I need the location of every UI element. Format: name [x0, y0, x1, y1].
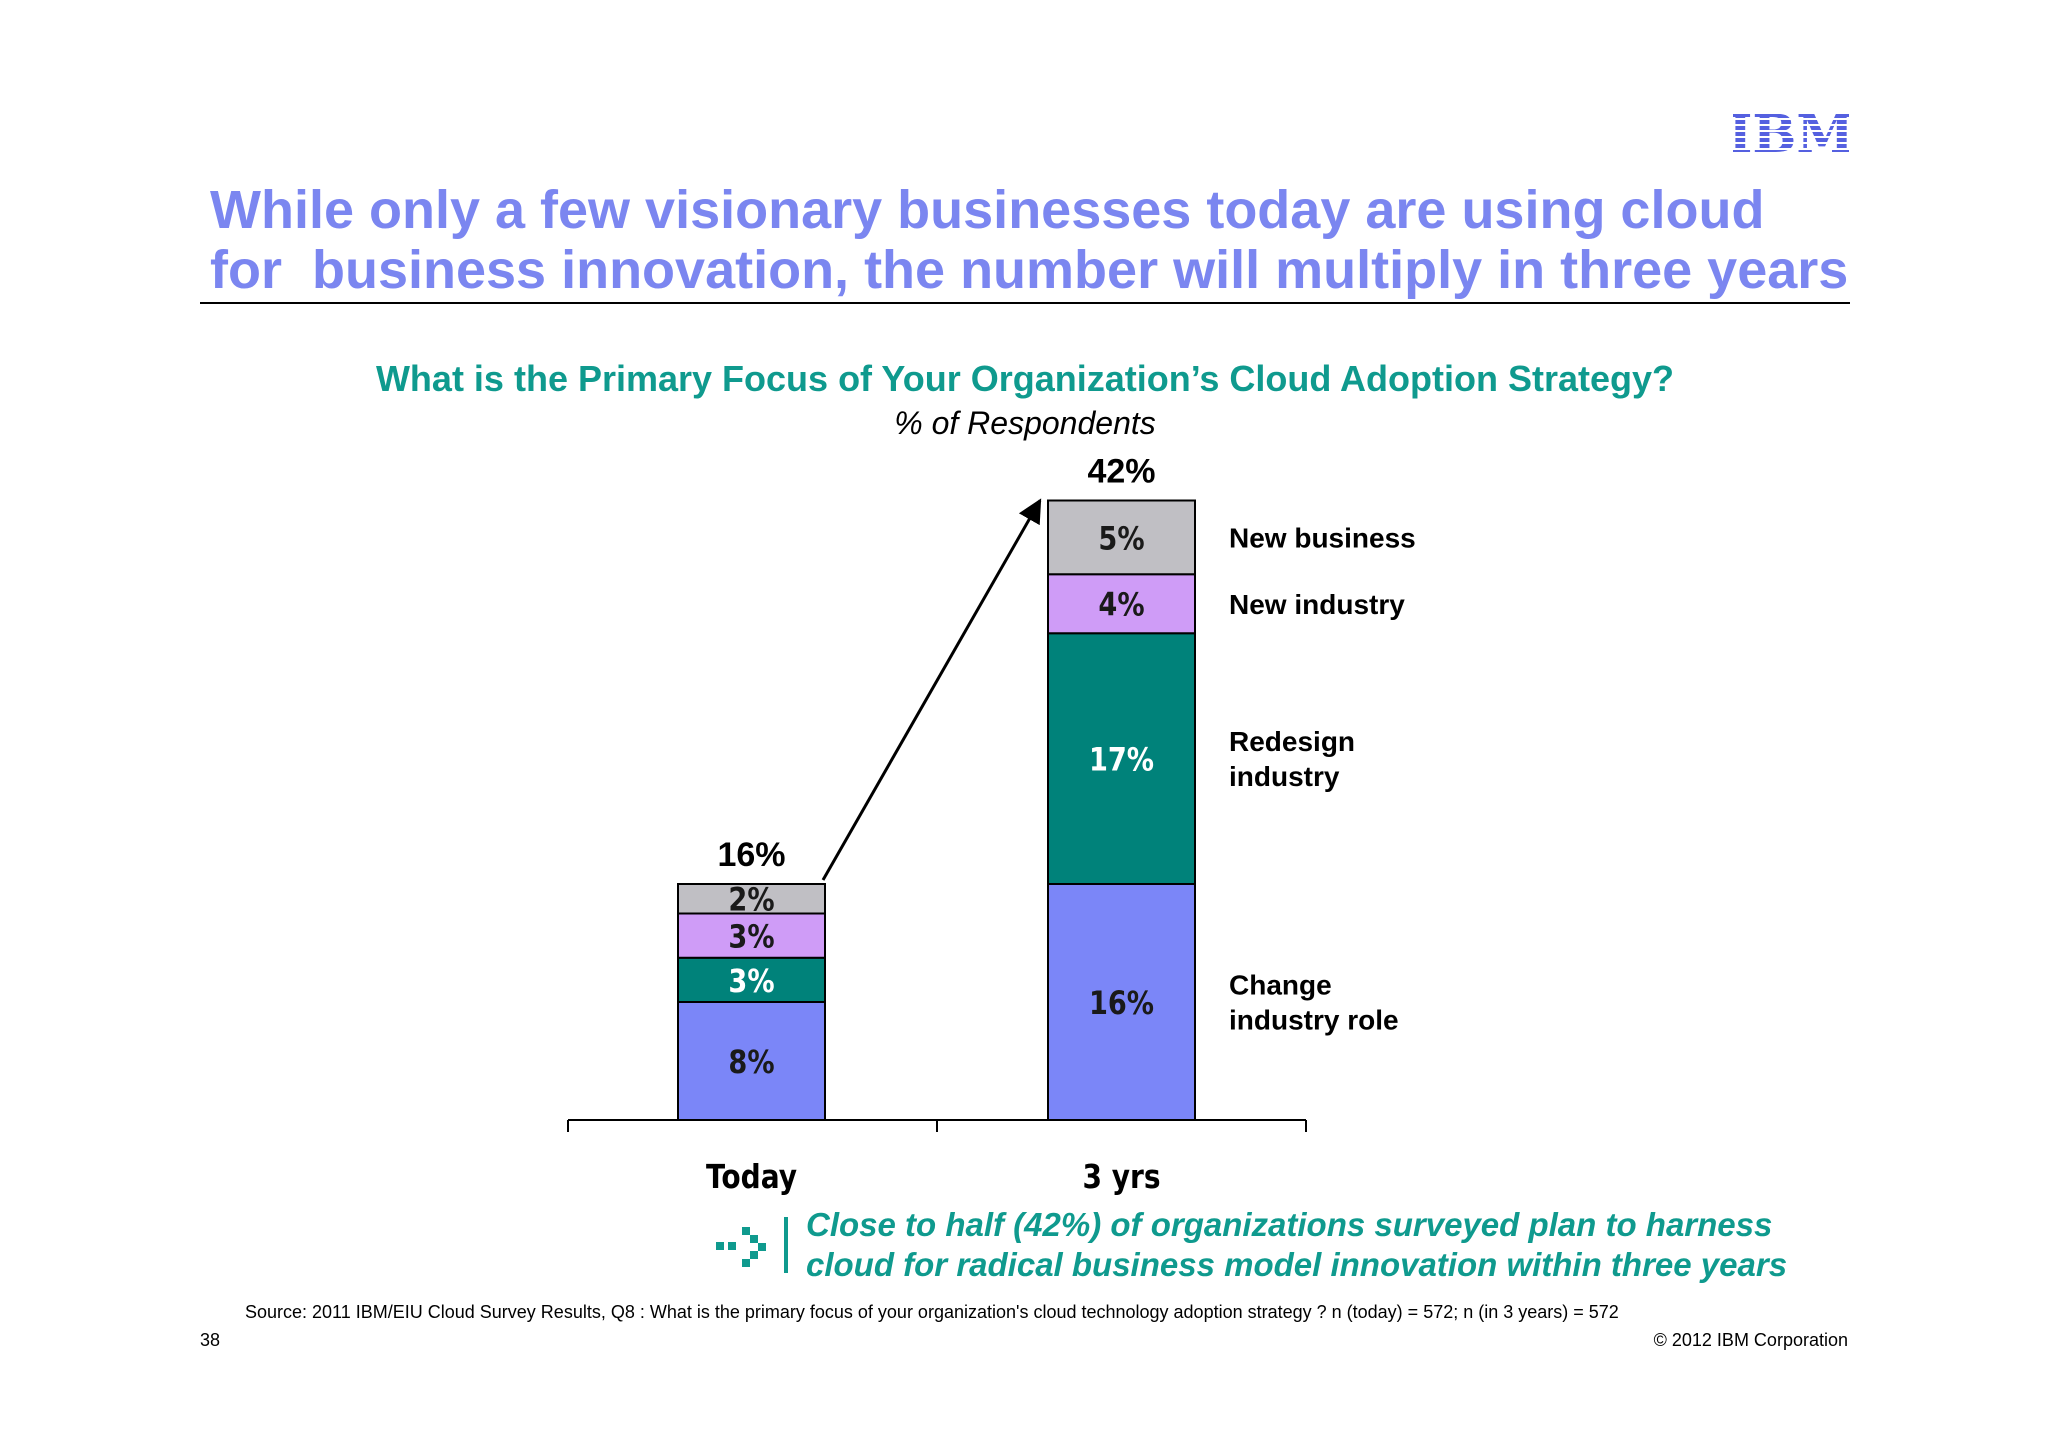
segment-value-label: 17% — [1089, 742, 1154, 780]
callout-text: Close to half (42%) of organizations sur… — [806, 1205, 1906, 1285]
bar-segment — [677, 883, 826, 915]
bar-segment — [1047, 632, 1196, 885]
bar-total-label: 16% — [717, 836, 785, 874]
source-note: Source: 2011 IBM/EIU Cloud Survey Result… — [245, 1302, 1619, 1322]
segment-value-label: 8% — [728, 1044, 774, 1082]
growth-arrow — [821, 498, 1042, 881]
bar-segment — [1047, 883, 1196, 1121]
legend-label: New business — [1229, 522, 1416, 553]
segment-value-label: 3% — [728, 919, 774, 957]
slide-title-line: While only a few visionary businesses to… — [210, 180, 1765, 240]
svg-text:IBM: IBM — [1733, 108, 1849, 156]
slide-title: While only a few visionary businesses to… — [210, 180, 1910, 300]
bar-segment — [1047, 499, 1196, 576]
legend-label: Change industry role — [1229, 970, 1399, 1036]
bar-total-label: 42% — [1087, 453, 1155, 491]
title-divider — [200, 302, 1850, 304]
bar-segment — [677, 956, 826, 1003]
segment-value-label: 4% — [1098, 587, 1144, 625]
slide-title-line: for business innovation, the number will… — [210, 240, 1849, 300]
page-number: 38 — [200, 1330, 221, 1350]
dotted-arrow-icon — [716, 1217, 788, 1273]
chart-title: What is the Primary Focus of Your Organi… — [375, 358, 1675, 399]
callout-line: Close to half (42%) of organizations sur… — [806, 1206, 1773, 1243]
segment-value-label: 2% — [728, 882, 774, 920]
ibm-logo: IBM — [1733, 108, 1849, 156]
bar-segment — [677, 912, 826, 959]
segment-value-label: 16% — [1089, 985, 1154, 1023]
chart-subtitle: % of Respondents — [894, 405, 1156, 441]
copyright: © 2012 IBM Corporation — [1653, 1330, 1848, 1350]
segment-value-label: 3% — [728, 963, 774, 1001]
bar-segment — [677, 1001, 826, 1121]
category-tick-label: 3 yrs — [1082, 1159, 1160, 1197]
legend-label: New industry — [1229, 589, 1405, 620]
category-tick-label: Today — [706, 1159, 797, 1197]
segment-value-label: 5% — [1098, 520, 1144, 558]
callout-line: cloud for radical business model innovat… — [806, 1246, 1788, 1283]
legend-label: Redesign industry — [1229, 726, 1355, 792]
